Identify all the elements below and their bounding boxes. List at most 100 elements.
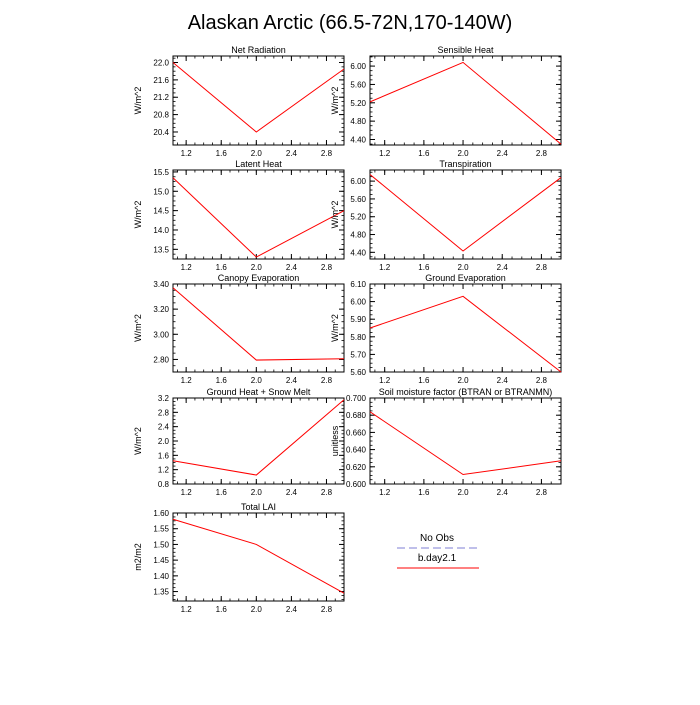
- y-axis-label: W/m^2: [133, 314, 143, 342]
- panel-latent-heat: Latent Heat W/m^2 1.2 1.6 2.0 2.4 2.8 13.5 14.0 1…: [133, 159, 345, 272]
- y-tick-label: 0.680: [346, 411, 367, 420]
- y-tick-label: 2.8: [158, 408, 170, 417]
- legend: No Obs b.day2.1: [397, 533, 479, 569]
- y-tick-label: 5.80: [350, 333, 366, 342]
- panel-title: Canopy Evaporation: [218, 273, 300, 283]
- y-tick-label: 5.60: [350, 80, 366, 89]
- y-tick-label: 5.60: [350, 195, 366, 204]
- y-axis-label: W/m^2: [330, 201, 340, 229]
- y-tick-label: 0.8: [158, 480, 170, 489]
- panel-title: Soil moisture factor (BTRAN or BTRANMN): [379, 387, 553, 397]
- x-tick-label: 2.8: [321, 263, 333, 272]
- x-tick-label: 2.8: [536, 149, 548, 158]
- series-line-b-day2-1: [369, 61, 562, 145]
- panel-frame: [369, 55, 562, 146]
- y-axis-label: W/m^2: [133, 87, 143, 115]
- panel-frame: [172, 55, 345, 146]
- x-tick-label: 1.2: [379, 263, 391, 272]
- x-tick-label: 2.0: [457, 376, 469, 385]
- x-tick-label: 1.2: [379, 488, 391, 497]
- panel-title: Sensible Heat: [437, 45, 494, 55]
- y-tick-label: 5.70: [350, 350, 366, 359]
- y-tick-label: 20.4: [153, 128, 169, 137]
- y-axis-label: W/m^2: [133, 201, 143, 229]
- y-tick-label: 21.6: [153, 76, 169, 85]
- x-tick-label: 2.8: [321, 605, 333, 614]
- x-tick-label: 1.2: [181, 488, 193, 497]
- x-tick-label: 2.0: [251, 263, 263, 272]
- main-title: Alaskan Arctic (66.5-72N,170-140W): [188, 12, 513, 34]
- y-tick-label: 15.0: [153, 187, 169, 196]
- y-tick-label: 2.0: [158, 437, 170, 446]
- y-tick-label: 4.40: [350, 135, 366, 144]
- y-tick-label: 3.2: [158, 394, 170, 403]
- y-tick-label: 4.80: [350, 117, 366, 126]
- y-axis-label: W/m^2: [330, 314, 340, 342]
- x-tick-label: 1.6: [418, 149, 430, 158]
- series-line-b-day2-1: [172, 62, 345, 133]
- x-tick-label: 2.4: [497, 149, 509, 158]
- series-line-b-day2-1: [369, 295, 562, 373]
- panel-total-lai: Total LAI m2/m2 1.2 1.6 2.0 2.4 2.8 1.35 1.40 1.4…: [133, 502, 345, 614]
- x-tick-label: 1.2: [181, 149, 193, 158]
- y-tick-label: 6.10: [350, 280, 366, 289]
- panel-frame: [369, 169, 562, 260]
- y-tick-label: 6.00: [350, 298, 366, 307]
- x-tick-label: 2.8: [536, 488, 548, 497]
- y-tick-label: 1.55: [153, 525, 169, 534]
- panel-title: Ground Heat + Snow Melt: [207, 387, 311, 397]
- x-tick-label: 2.0: [251, 149, 263, 158]
- x-tick-label: 2.8: [536, 376, 548, 385]
- x-tick-label: 2.8: [321, 488, 333, 497]
- x-tick-label: 2.4: [497, 376, 509, 385]
- panel-frame: [369, 397, 562, 485]
- y-tick-label: 0.660: [346, 428, 367, 437]
- y-tick-label: 20.8: [153, 111, 169, 120]
- y-tick-label: 1.6: [158, 451, 170, 460]
- y-tick-label: 1.35: [153, 588, 169, 597]
- x-tick-label: 2.4: [497, 488, 509, 497]
- y-tick-label: 14.5: [153, 207, 169, 216]
- x-tick-label: 2.4: [497, 263, 509, 272]
- panel-frame: [369, 283, 562, 373]
- y-tick-label: 1.40: [153, 572, 169, 581]
- x-tick-label: 2.4: [286, 488, 298, 497]
- y-tick-label: 5.20: [350, 99, 366, 108]
- y-tick-label: 22.0: [153, 59, 169, 68]
- panel-ground-heat-snow-melt: Ground Heat + Snow Melt W/m^2 1.2 1.6 2.0 2.4…: [133, 387, 345, 497]
- x-tick-label: 1.6: [216, 149, 228, 158]
- x-tick-label: 2.8: [536, 263, 548, 272]
- x-tick-label: 2.4: [286, 605, 298, 614]
- y-tick-label: 4.40: [350, 248, 366, 257]
- x-tick-label: 1.2: [181, 605, 193, 614]
- panel-title: Net Radiation: [231, 45, 286, 55]
- x-tick-label: 2.0: [457, 149, 469, 158]
- y-tick-label: 4.80: [350, 231, 366, 240]
- x-tick-label: 1.6: [216, 488, 228, 497]
- panel-soil-moisture-factor-btran-or-btranmn: Soil moisture factor (BTRAN or BTRANMN) u…: [330, 387, 562, 497]
- y-tick-label: 3.20: [153, 305, 169, 314]
- x-tick-label: 2.4: [286, 149, 298, 158]
- y-axis-label: W/m^2: [133, 427, 143, 455]
- series-line-b-day2-1: [172, 399, 345, 476]
- panel-title: Ground Evaporation: [425, 273, 506, 283]
- series-line-b-day2-1: [369, 174, 562, 252]
- y-tick-label: 1.45: [153, 556, 169, 565]
- x-tick-label: 2.0: [251, 376, 263, 385]
- y-tick-label: 14.0: [153, 226, 169, 235]
- panel-net-radiation: Net Radiation W/m^2 1.2 1.6 2.0 2.4 2.8 20.4 20.…: [133, 45, 345, 158]
- y-tick-label: 1.50: [153, 540, 169, 549]
- x-tick-label: 2.4: [286, 376, 298, 385]
- y-tick-label: 0.620: [346, 463, 367, 472]
- y-tick-label: 5.20: [350, 213, 366, 222]
- panel-sensible-heat: Sensible Heat W/m^2 1.2 1.6 2.0 2.4 2.8 4.40 4.8…: [330, 45, 562, 158]
- x-tick-label: 2.0: [251, 605, 263, 614]
- x-tick-label: 2.0: [457, 488, 469, 497]
- panel-title: Total LAI: [241, 502, 276, 512]
- series-line-b-day2-1: [172, 287, 345, 361]
- panel-title: Latent Heat: [235, 159, 282, 169]
- y-tick-label: 0.640: [346, 446, 367, 455]
- y-axis-label: m2/m2: [133, 543, 143, 571]
- x-tick-label: 1.2: [181, 263, 193, 272]
- x-tick-label: 2.8: [321, 149, 333, 158]
